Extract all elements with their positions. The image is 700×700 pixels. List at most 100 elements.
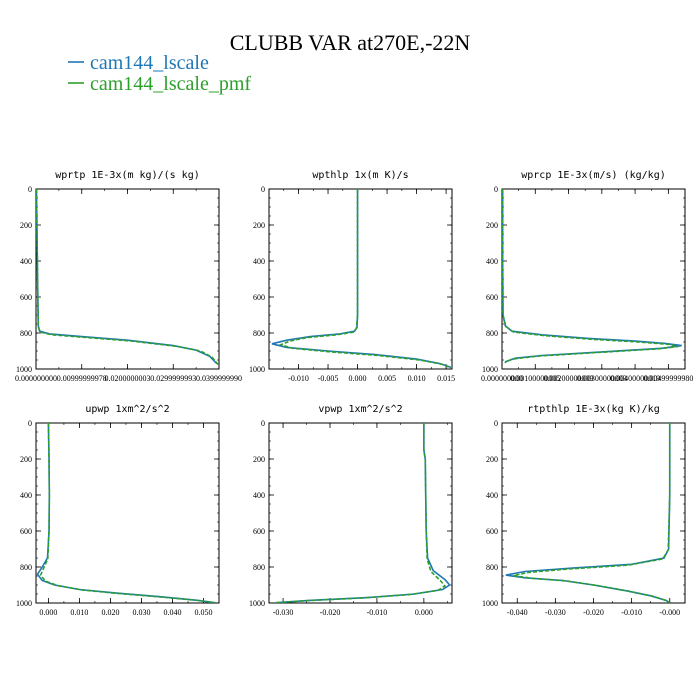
series-line-2: [513, 423, 671, 603]
x-tick-label: 0.010: [70, 608, 88, 617]
y-tick-label: 0: [494, 185, 498, 194]
panel-title: wprtp 1E-3x(m kg)/(s kg): [55, 170, 200, 181]
x-tick-label: 0.000: [349, 374, 367, 383]
x-tick-label: 0.015: [437, 374, 455, 383]
y-tick-label: 0: [261, 185, 265, 194]
x-tick-label: -0.020: [583, 608, 604, 617]
legend: cam144_lscale cam144_lscale_pmf: [68, 52, 251, 95]
panel-title: wpthlp 1x(m K)/s: [312, 170, 408, 181]
panel-5: vpwp 1xm^2/s^2 0 200 400 600 800 1000 -0.030 -0.…: [249, 404, 453, 617]
y-tick-label: 200: [486, 455, 498, 464]
axes-frame: [35, 188, 220, 370]
x-tick-label: 0.00300000003: [577, 374, 627, 383]
panel-1: wprtp 1E-3x(m kg)/(s kg) 0 200 400 600 800 100…: [15, 170, 242, 383]
y-tick-label: 200: [20, 221, 32, 230]
x-tick-label: 0.030: [132, 608, 150, 617]
x-tick-label: 0.00499999980: [643, 374, 693, 383]
y-tick-label: 800: [20, 329, 32, 338]
series-line-2: [502, 189, 679, 364]
axes-frame: [268, 188, 453, 370]
y-tick-label: 600: [20, 527, 32, 536]
y-tick-label: 1000: [482, 365, 498, 374]
y-tick-label: 1000: [482, 599, 498, 608]
y-tick-label: 600: [20, 293, 32, 302]
x-tick-label: 0.00100000005: [510, 374, 560, 383]
y-tick-label: 1000: [249, 365, 265, 374]
panel-4: upwp 1xm^2/s^2 0 200 400 600 800 1000 0.000 0.01…: [16, 404, 220, 617]
x-tick-label: 0.0200000003: [105, 374, 151, 383]
y-tick-label: 800: [20, 563, 32, 572]
x-tick-label: 0.020: [101, 608, 119, 617]
x-tick-label: 0.000: [415, 608, 433, 617]
x-tick-label: 0.010: [408, 374, 426, 383]
series-line-1: [36, 423, 215, 603]
figure-title: CLUBB VAR at270E,-22N: [230, 30, 471, 55]
axes-frame: [501, 422, 686, 604]
y-tick-label: 200: [253, 221, 265, 230]
y-tick-label: 400: [253, 491, 265, 500]
series-line-1: [505, 423, 671, 603]
legend-label-1: cam144_lscale: [90, 52, 209, 74]
y-tick-label: 600: [253, 527, 265, 536]
y-tick-label: 600: [486, 293, 498, 302]
x-tick-label: 0.00400000019: [610, 374, 660, 383]
x-tick-label: 0.000000000: [481, 374, 523, 383]
y-tick-label: 400: [20, 491, 32, 500]
y-tick-label: 800: [486, 329, 498, 338]
series-line-1: [36, 189, 218, 365]
y-tick-label: 800: [486, 563, 498, 572]
panel-title: wprcp 1E-3x(m/s) (kg/kg): [521, 170, 666, 181]
y-tick-label: 0: [261, 419, 265, 428]
x-tick-label: 0.0299999993: [150, 374, 196, 383]
panel-6: rtpthlp 1E-3x(kg K)/kg02004006008001000-…: [482, 404, 686, 617]
y-tick-label: 600: [486, 527, 498, 536]
y-tick-label: 1000: [16, 599, 32, 608]
series-line-2: [273, 423, 447, 603]
x-tick-label: -0.030: [273, 608, 294, 617]
panel-title: rtpthlp 1E-3x(kg K)/kg: [527, 404, 659, 415]
x-tick-label: 0.000000000: [15, 374, 57, 383]
y-tick-label: 400: [20, 257, 32, 266]
series-line-2: [39, 423, 217, 603]
x-tick-label: -0.010: [621, 608, 642, 617]
panel-title: vpwp 1xm^2/s^2: [318, 404, 402, 415]
y-tick-label: 400: [486, 257, 498, 266]
x-tick-label: -0.010: [288, 374, 309, 383]
y-tick-label: 1000: [249, 599, 265, 608]
y-tick-label: 800: [253, 563, 265, 572]
x-tick-label: 0.000: [39, 608, 57, 617]
y-tick-label: 0: [494, 419, 498, 428]
y-tick-label: 200: [486, 221, 498, 230]
series-line-1: [271, 189, 452, 368]
y-tick-label: 200: [253, 455, 265, 464]
x-tick-label: 0.050: [194, 608, 212, 617]
panels: wprtp 1E-3x(m kg)/(s kg) 0 200 400 600 800 100…: [15, 170, 693, 617]
x-tick-label: -0.020: [320, 608, 341, 617]
legend-label-2: cam144_lscale_pmf: [90, 73, 251, 95]
series-line-1: [502, 189, 682, 363]
y-tick-label: 400: [486, 491, 498, 500]
y-tick-label: 400: [253, 257, 265, 266]
panel-2: wpthlp 1x(m K)/s 0 200 400 600 800 1000 -0.010-…: [249, 170, 455, 383]
series-line-2: [278, 189, 452, 369]
x-tick-label: 0.040: [163, 608, 181, 617]
y-tick-label: 800: [253, 329, 265, 338]
x-tick-label: 0.00999999978: [57, 374, 107, 383]
x-tick-label: 0.0399999990: [196, 374, 242, 383]
x-tick-label: -0.010: [367, 608, 388, 617]
x-tick-label: -0.005: [318, 374, 339, 383]
y-tick-label: 0: [28, 419, 32, 428]
panel-3: wprcp 1E-3x(m/s) (kg/kg) 0 200 400 600 800 100…: [481, 170, 693, 383]
x-tick-label: 0.005: [378, 374, 396, 383]
x-tick-label: -0.040: [507, 608, 528, 617]
y-tick-label: 200: [20, 455, 32, 464]
axes-frame: [35, 422, 220, 604]
x-tick-label: 0.00200000009: [544, 374, 594, 383]
axes-frame: [501, 188, 686, 370]
series-line-2: [36, 189, 219, 366]
y-tick-label: 0: [28, 185, 32, 194]
y-tick-label: 1000: [16, 365, 32, 374]
x-tick-label: -0.030: [545, 608, 566, 617]
panel-title: upwp 1xm^2/s^2: [85, 404, 169, 415]
